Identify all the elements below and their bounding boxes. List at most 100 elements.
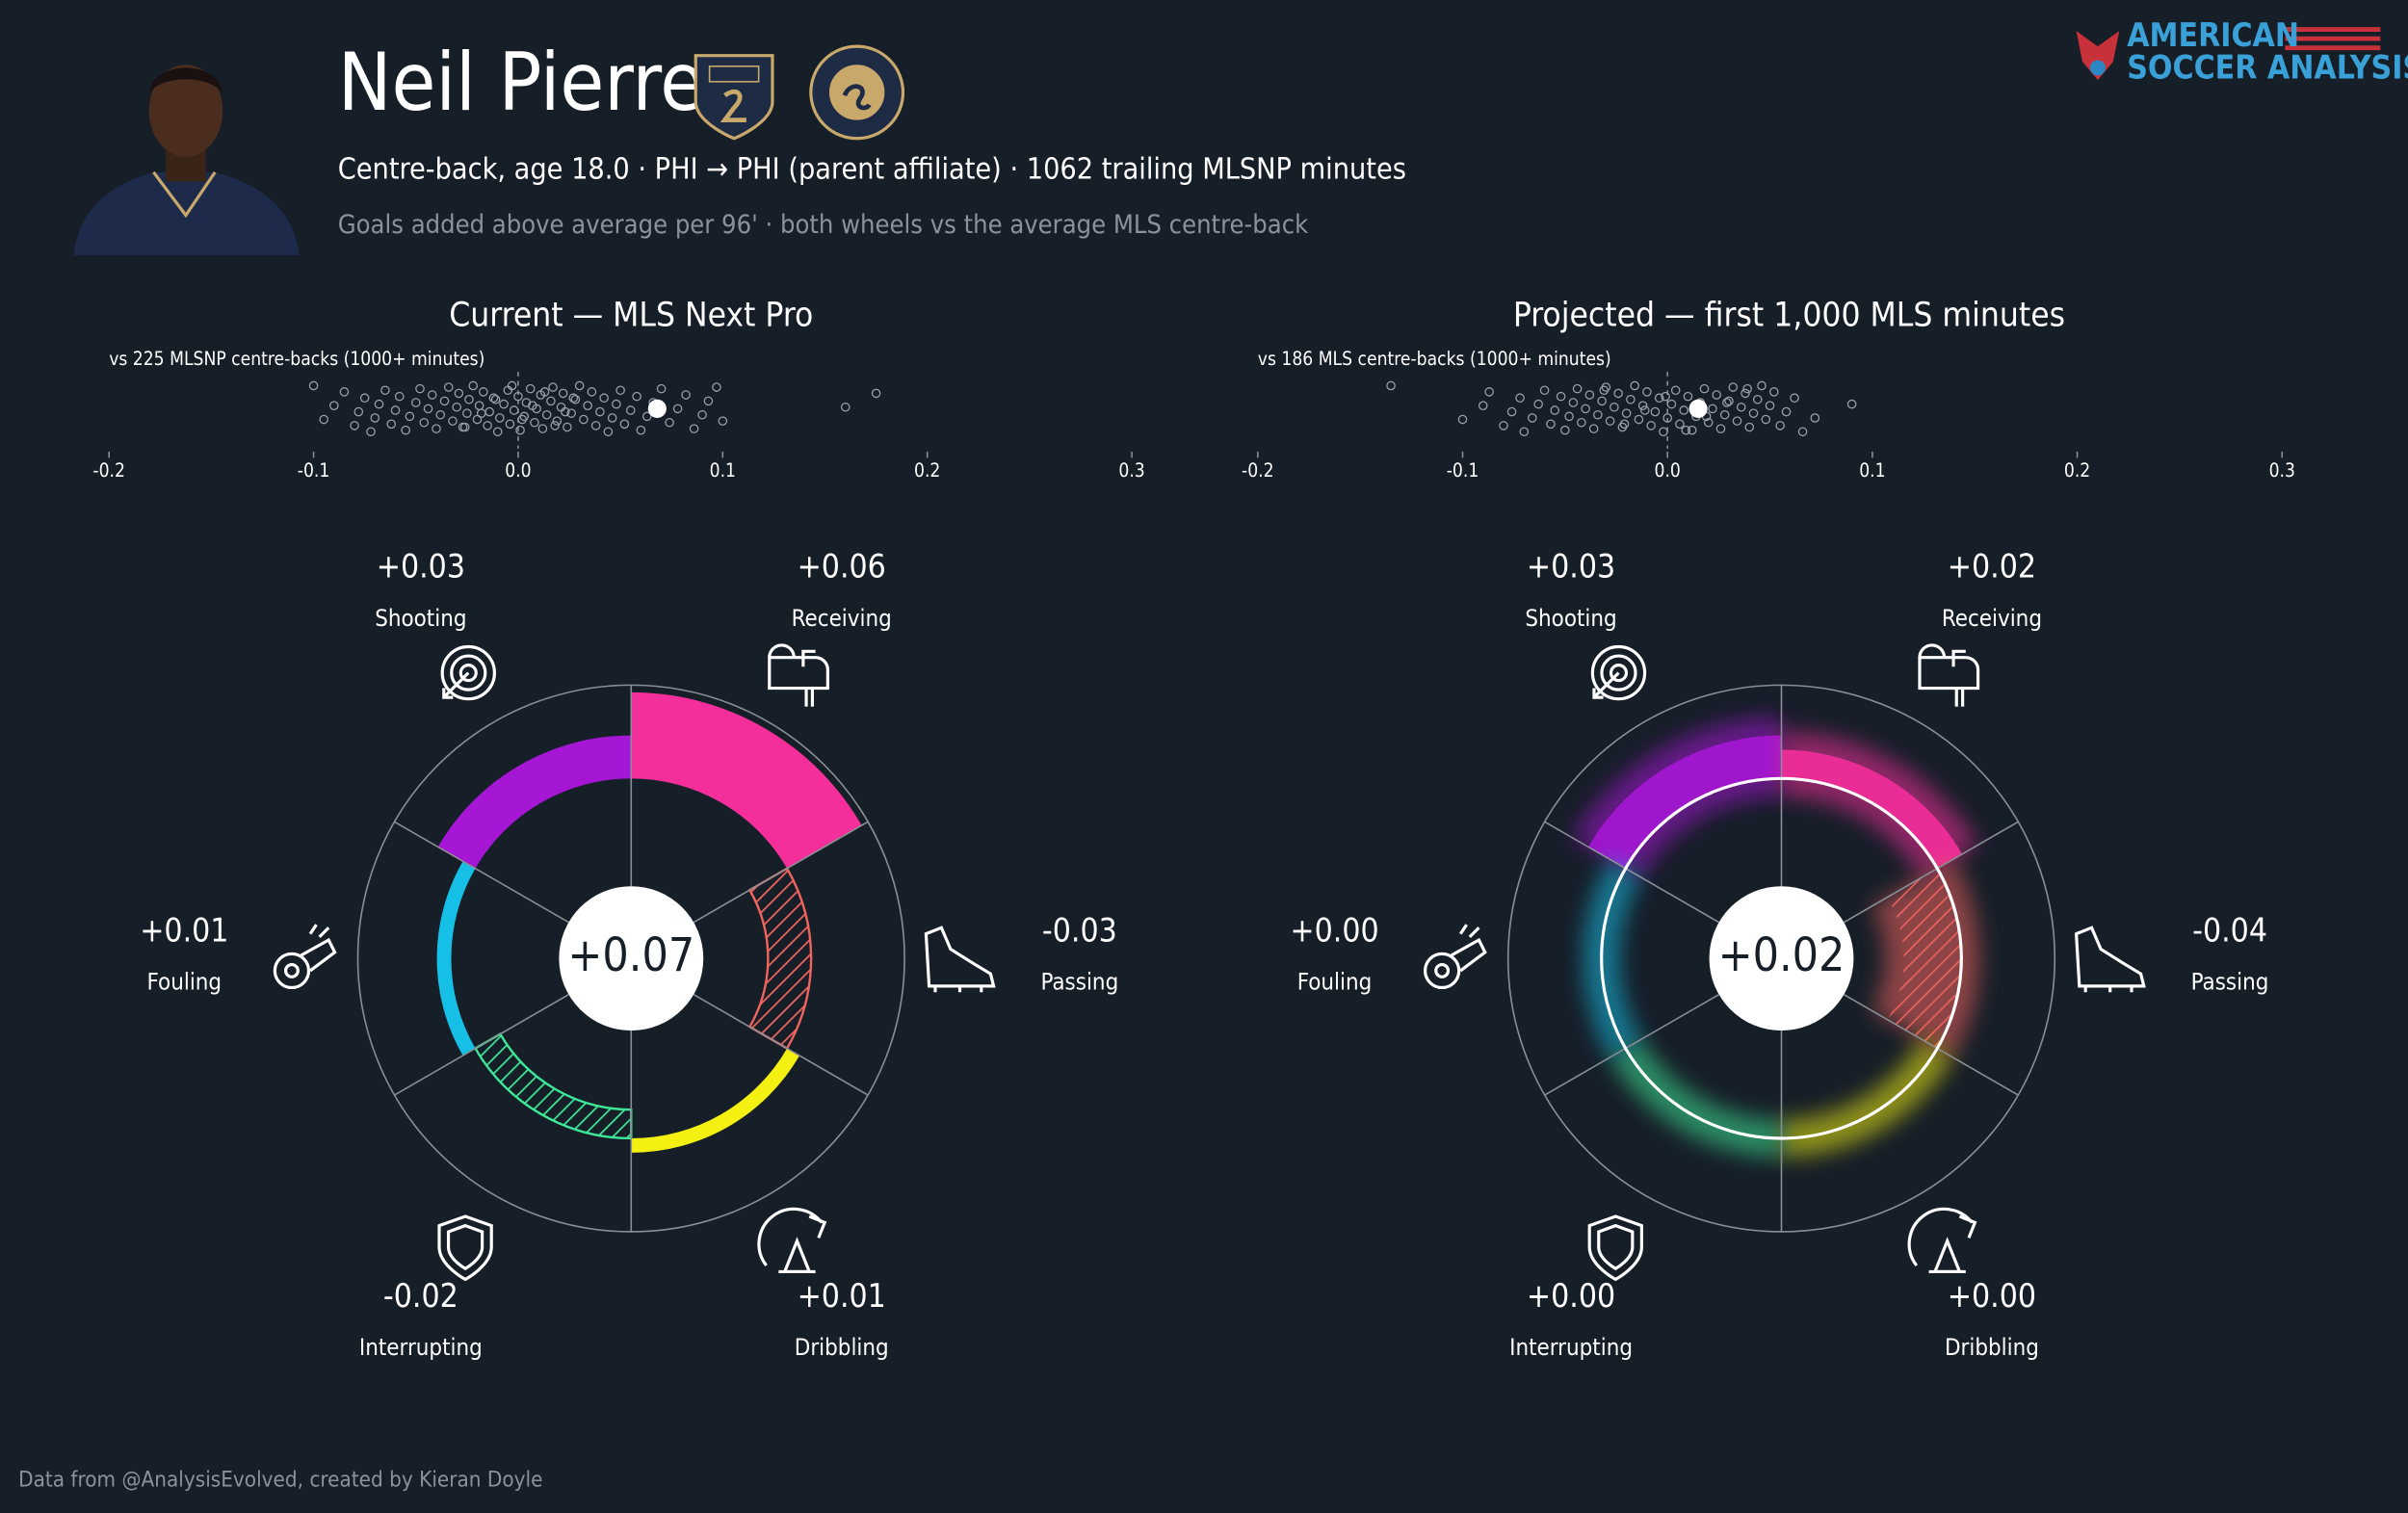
strip-point xyxy=(1599,385,1610,396)
category-label: Receiving xyxy=(1942,605,2042,632)
category-icon xyxy=(1907,1207,1977,1274)
icon-part xyxy=(1958,1214,1977,1239)
note: Goals added above average per 96' · both… xyxy=(338,210,1309,240)
photo-head xyxy=(148,65,223,157)
spoke xyxy=(1843,993,2019,1096)
strip-point xyxy=(515,425,525,435)
icon-part xyxy=(1590,644,1647,701)
strip-subtitle: vs 225 MLSNP centre-backs (1000+ minutes… xyxy=(109,348,484,370)
category-label: Receiving xyxy=(792,605,892,632)
badge-two xyxy=(720,89,746,123)
x-tick-label: -0.2 xyxy=(92,459,125,482)
category-icon xyxy=(757,1207,827,1274)
category-label: Interrupting xyxy=(359,1334,483,1361)
strip-point xyxy=(1781,406,1792,417)
photo-collar xyxy=(152,170,217,219)
strip-point xyxy=(1581,404,1590,414)
strip-point xyxy=(599,393,609,403)
strip-point xyxy=(1659,427,1668,437)
player-point xyxy=(1688,399,1708,418)
strip-point xyxy=(359,393,370,403)
strip-point xyxy=(1564,411,1574,422)
strip-point xyxy=(1515,393,1525,403)
icon-part xyxy=(1597,1223,1635,1271)
strip-point xyxy=(1719,409,1730,420)
strip-point xyxy=(1506,406,1517,417)
value-label: -0.03 xyxy=(1042,912,1117,950)
strip-point xyxy=(479,387,488,397)
strip-point xyxy=(454,388,464,399)
strip-point xyxy=(632,391,641,402)
strip-point xyxy=(1728,382,1739,392)
strip-point xyxy=(712,382,721,392)
strip-point xyxy=(1757,380,1767,391)
strip-point xyxy=(525,383,536,394)
icon-part xyxy=(442,671,470,699)
icon-part xyxy=(1592,671,1620,699)
strip-point xyxy=(1724,396,1734,406)
strip-point xyxy=(405,411,415,422)
strip-point xyxy=(1630,380,1639,391)
strip-point xyxy=(1597,396,1607,406)
strip-point xyxy=(1546,419,1556,430)
category-icon xyxy=(768,643,829,707)
strip-point xyxy=(1722,398,1732,407)
category-label: Interrupting xyxy=(1509,1334,1633,1361)
x-tick-label: 0.2 xyxy=(914,459,940,482)
strip-point xyxy=(718,416,728,426)
icon-part xyxy=(437,1214,493,1282)
category-icon xyxy=(437,1214,493,1282)
strip-point xyxy=(1703,417,1714,428)
total-label: +0.07 xyxy=(567,929,694,982)
strip-point xyxy=(539,387,550,397)
strip-point xyxy=(871,388,881,399)
value-label: +0.03 xyxy=(377,548,465,586)
category-label: Shooting xyxy=(375,605,466,632)
strip-point xyxy=(641,411,652,422)
strip-point xyxy=(410,398,421,407)
strip-point xyxy=(1683,391,1693,402)
segment-glow xyxy=(1781,1039,1953,1158)
strip-point xyxy=(1662,413,1672,423)
strip-point xyxy=(546,396,556,406)
strip-point xyxy=(459,422,470,432)
x-tick-label: -0.1 xyxy=(298,459,330,482)
icon-part xyxy=(446,1223,484,1271)
segment xyxy=(437,735,632,869)
strip-point xyxy=(353,406,364,417)
strip-point xyxy=(1712,390,1722,400)
strip-point xyxy=(505,419,515,430)
strip-point xyxy=(423,404,433,414)
icon-part xyxy=(1609,664,1629,683)
strip-point xyxy=(1610,402,1619,412)
strip-point xyxy=(1637,401,1648,410)
strip-point xyxy=(587,387,597,397)
strip-point xyxy=(452,402,462,412)
strip-point xyxy=(1654,393,1664,403)
icon-part xyxy=(2074,926,2146,988)
logo-line1: AMERICAN xyxy=(2127,16,2299,54)
strip-point xyxy=(1810,413,1820,423)
icon-part xyxy=(442,688,454,699)
strip-point xyxy=(1593,409,1603,420)
strip-point xyxy=(548,382,558,392)
panel-title: Current — MLS Next Pro xyxy=(449,296,813,335)
segment xyxy=(1587,735,1782,869)
strip-point xyxy=(492,427,503,437)
strip-point xyxy=(350,421,359,430)
segment xyxy=(631,691,862,869)
strip-point xyxy=(603,427,614,437)
strip-point xyxy=(499,399,509,409)
strip-point xyxy=(1742,383,1752,394)
x-tick-label: 0.3 xyxy=(2269,459,2295,482)
value-label: +0.03 xyxy=(1527,548,1615,586)
logo-line2: SOCCER ANALYSIS xyxy=(2127,49,2408,87)
icon-part xyxy=(768,643,796,658)
icon-part xyxy=(1587,1214,1643,1282)
strip-point xyxy=(319,414,328,425)
strip-point xyxy=(1646,421,1656,430)
strip-point xyxy=(448,416,458,426)
icon-part xyxy=(1951,649,1966,667)
strip-point xyxy=(435,409,446,420)
